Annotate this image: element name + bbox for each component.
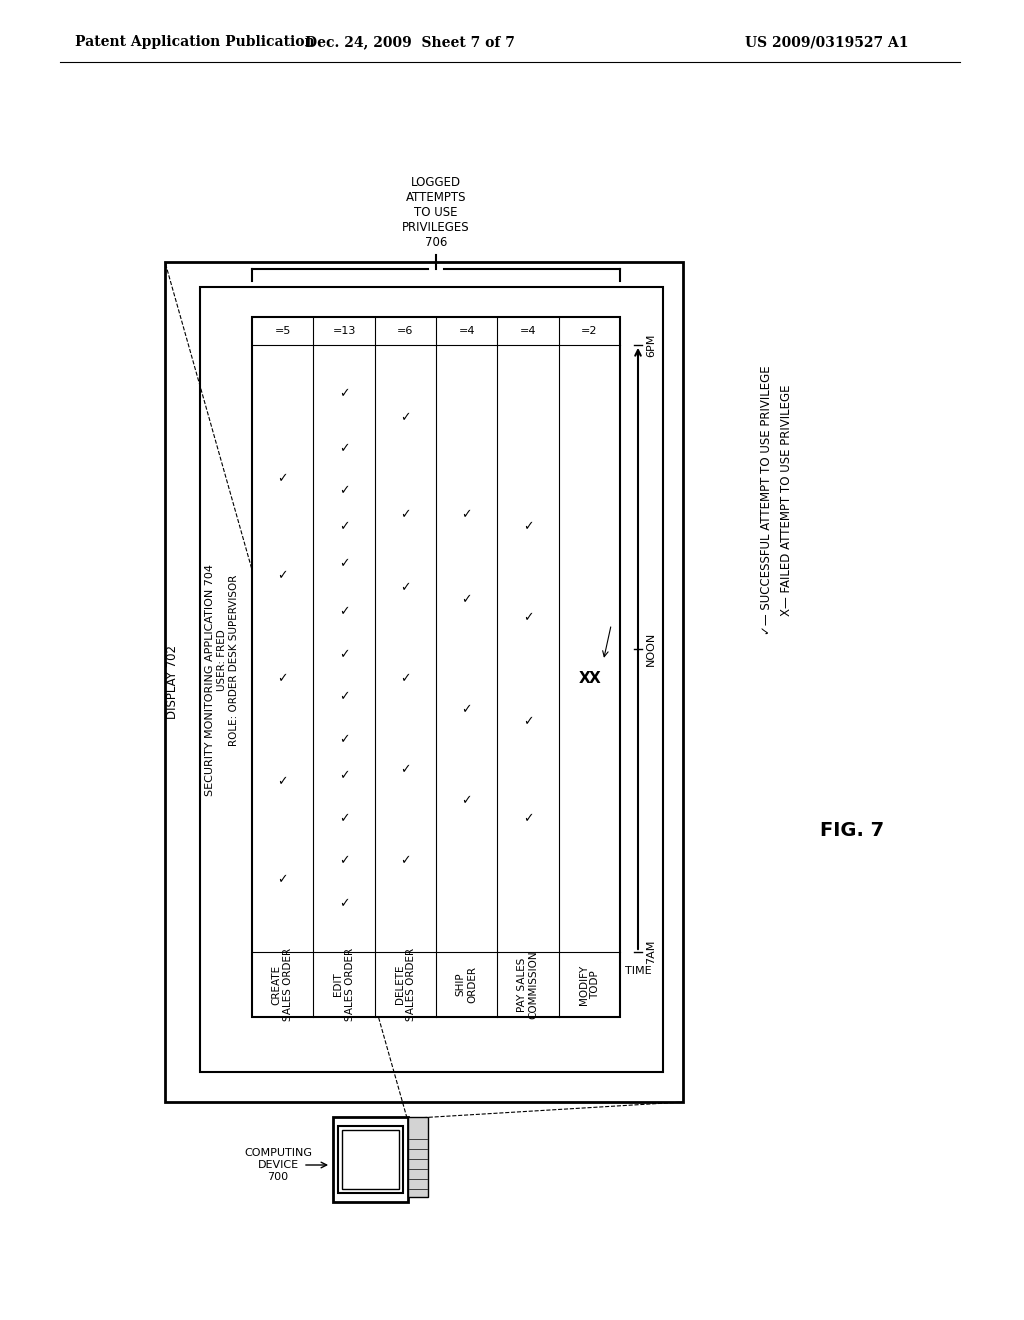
Text: ✓: ✓ — [339, 484, 349, 498]
Text: ✓: ✓ — [339, 770, 349, 783]
Text: ✓: ✓ — [339, 520, 349, 533]
Text: ✓: ✓ — [462, 702, 472, 715]
Text: ✓: ✓ — [339, 690, 349, 704]
Text: ✓: ✓ — [339, 606, 349, 619]
FancyBboxPatch shape — [338, 1126, 403, 1193]
Text: ✓: ✓ — [522, 812, 534, 825]
FancyBboxPatch shape — [333, 1117, 408, 1203]
Text: CREATE
SALES ORDER: CREATE SALES ORDER — [271, 948, 294, 1022]
Text: X: X — [579, 672, 590, 686]
Text: ✓— SUCCESSFUL ATTEMPT TO USE PRIVILEGE: ✓— SUCCESSFUL ATTEMPT TO USE PRIVILEGE — [760, 366, 773, 635]
Text: =13: =13 — [333, 326, 355, 337]
Text: ✓: ✓ — [339, 442, 349, 454]
Text: ✓: ✓ — [400, 412, 411, 424]
Text: ✓: ✓ — [400, 854, 411, 867]
Text: ✓: ✓ — [462, 793, 472, 807]
Text: LOGGED
ATTEMPTS
TO USE
PRIVILEGES
706: LOGGED ATTEMPTS TO USE PRIVILEGES 706 — [402, 176, 470, 249]
Text: PAY SALES
COMMISSION: PAY SALES COMMISSION — [517, 950, 539, 1019]
Text: ✓: ✓ — [462, 594, 472, 606]
Text: FIG. 7: FIG. 7 — [820, 821, 884, 840]
Text: DELETE
SALES ORDER: DELETE SALES ORDER — [394, 948, 416, 1022]
FancyBboxPatch shape — [408, 1117, 428, 1197]
Text: US 2009/0319527 A1: US 2009/0319527 A1 — [745, 36, 908, 49]
Text: ✓: ✓ — [339, 898, 349, 909]
Text: SHIP
ORDER: SHIP ORDER — [456, 966, 477, 1003]
Text: =4: =4 — [520, 326, 537, 337]
Text: ✓: ✓ — [278, 776, 288, 788]
Text: ✓: ✓ — [339, 733, 349, 746]
Text: ✓: ✓ — [339, 648, 349, 661]
Text: =6: =6 — [397, 326, 414, 337]
Text: ✓: ✓ — [339, 557, 349, 570]
FancyBboxPatch shape — [165, 261, 683, 1102]
Text: COMPUTING
DEVICE
700: COMPUTING DEVICE 700 — [244, 1148, 312, 1181]
Text: MODIFY
TODP: MODIFY TODP — [579, 965, 600, 1005]
Text: ✓: ✓ — [339, 387, 349, 400]
Text: ✓: ✓ — [339, 812, 349, 825]
Text: EDIT
SALES ORDER: EDIT SALES ORDER — [333, 948, 354, 1022]
Text: X: X — [589, 672, 600, 686]
Text: 7AM: 7AM — [646, 940, 656, 964]
Text: ✓: ✓ — [400, 672, 411, 685]
Text: 6PM: 6PM — [646, 334, 656, 356]
Text: ✓: ✓ — [400, 763, 411, 776]
Text: ✓: ✓ — [462, 508, 472, 521]
Text: ✓: ✓ — [522, 520, 534, 533]
Text: ✓: ✓ — [400, 581, 411, 594]
Text: USER: FRED
ROLE: ORDER DESK SUPERVISOR: USER: FRED ROLE: ORDER DESK SUPERVISOR — [217, 574, 239, 746]
Text: =2: =2 — [581, 326, 598, 337]
Text: NOON: NOON — [646, 631, 656, 665]
Text: DISPLAY 702: DISPLAY 702 — [167, 645, 179, 719]
FancyBboxPatch shape — [252, 317, 620, 1016]
Text: ✓: ✓ — [278, 672, 288, 685]
Text: ✓: ✓ — [522, 611, 534, 624]
Text: Dec. 24, 2009  Sheet 7 of 7: Dec. 24, 2009 Sheet 7 of 7 — [305, 36, 515, 49]
Text: ✓: ✓ — [339, 854, 349, 867]
Text: ✓: ✓ — [278, 473, 288, 484]
Text: TIME: TIME — [625, 966, 651, 975]
Text: ✓: ✓ — [400, 508, 411, 521]
Text: ✓: ✓ — [278, 569, 288, 582]
FancyBboxPatch shape — [342, 1130, 399, 1189]
Text: ✓: ✓ — [278, 873, 288, 886]
Text: SECURITY MONITORING APPLICATION 704: SECURITY MONITORING APPLICATION 704 — [205, 564, 215, 796]
FancyBboxPatch shape — [200, 286, 663, 1072]
Text: X— FAILED ATTEMPT TO USE PRIVILEGE: X— FAILED ATTEMPT TO USE PRIVILEGE — [780, 384, 793, 615]
Text: Patent Application Publication: Patent Application Publication — [75, 36, 314, 49]
Text: =4: =4 — [459, 326, 475, 337]
Text: ✓: ✓ — [522, 715, 534, 727]
Text: =5: =5 — [274, 326, 291, 337]
